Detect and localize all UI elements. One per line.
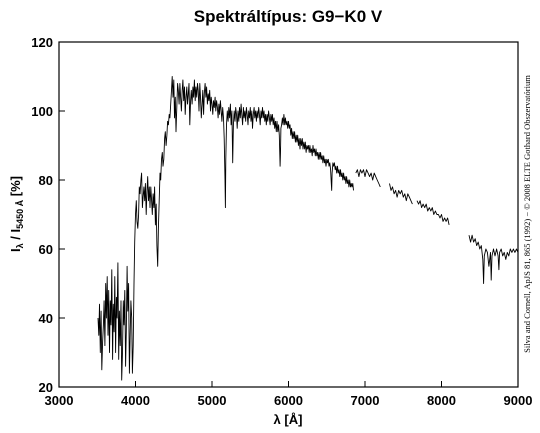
y-tick-label: 100 xyxy=(31,104,53,119)
x-tick-label: 8000 xyxy=(427,393,456,408)
x-tick-label: 3000 xyxy=(45,393,74,408)
y-label-unit: [%] xyxy=(8,176,23,200)
x-tick-label: 6000 xyxy=(274,393,303,408)
spectrum-series xyxy=(97,76,519,381)
spectrum-line-segment xyxy=(416,200,450,225)
y-label-sub1: λ xyxy=(15,243,25,248)
spectrum-line-segment xyxy=(355,169,381,188)
x-axis-label: λ [Å] xyxy=(274,412,303,427)
spectrum-line-segment xyxy=(468,234,519,284)
y-axis: 20 40 60 80 100 120 xyxy=(31,35,65,395)
y-label-sep: / I xyxy=(8,229,23,243)
x-tick-label: 5000 xyxy=(198,393,227,408)
y-axis-label: Iλ / I5450 Å [%] xyxy=(8,176,25,252)
x-axis: 3000 4000 5000 6000 7000 8000 9000 xyxy=(45,381,533,408)
y-label-sub2: 5450 Å xyxy=(15,199,25,229)
plot-frame xyxy=(58,41,519,388)
y-label-main: I xyxy=(8,248,23,252)
spectrum-line-segment xyxy=(389,183,413,205)
credit-text: Silva and Cornell, ApJS 81, 865 (1992) −… xyxy=(522,75,532,353)
x-tick-label: 9000 xyxy=(504,393,533,408)
y-tick-label: 120 xyxy=(31,35,53,50)
spectrum-line-segment xyxy=(97,76,354,381)
y-tick-label: 80 xyxy=(39,173,53,188)
chart-title: Spektráltípus: G9−K0 V xyxy=(194,7,383,26)
x-tick-label: 7000 xyxy=(351,393,380,408)
x-tick-label: 4000 xyxy=(121,393,150,408)
y-tick-label: 20 xyxy=(39,380,53,395)
y-tick-label: 40 xyxy=(39,311,53,326)
y-tick-label: 60 xyxy=(39,242,53,257)
